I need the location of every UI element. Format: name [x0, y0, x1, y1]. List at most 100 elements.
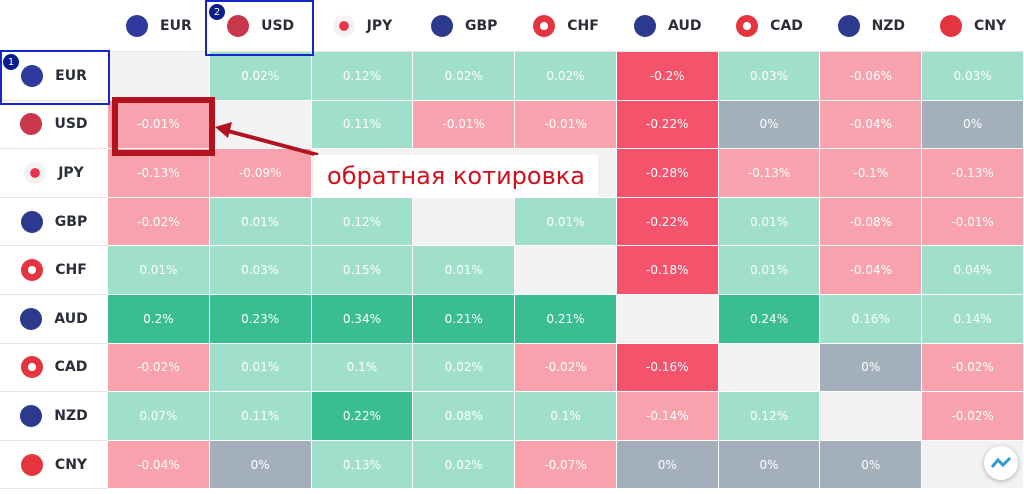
heatmap-cell: 0% [820, 343, 923, 393]
row-header: AUD [0, 295, 108, 344]
row-header: CAD [0, 344, 108, 393]
column-label: CAD [770, 17, 803, 34]
annotation-text: обратная котировка [314, 155, 598, 197]
heatmap-cell: -0.01% [108, 100, 210, 150]
flag-icon [20, 210, 43, 233]
heatmap-cell: 0.12% [311, 52, 414, 101]
row-header: JPY [0, 149, 108, 198]
flag-icon [21, 64, 44, 87]
heatmap-cell: -0.1% [820, 149, 923, 198]
column-label: USD [261, 17, 295, 34]
heatmap-cell: 0% [718, 100, 821, 150]
heatmap-cell: 0% [718, 440, 821, 490]
heatmap-cell: 0.12% [718, 392, 821, 441]
column-label: EUR [160, 17, 192, 34]
heatmap-cell: 0.01% [718, 246, 821, 295]
heatmap-cell: 0.07% [108, 392, 210, 441]
heatmap-cell: 0.08% [413, 392, 516, 441]
flag-icon [20, 113, 43, 136]
heatmap-cell: 0.01% [108, 246, 210, 295]
heatmap-cell: -0.18% [616, 246, 719, 295]
heatmap-cell: 0% [616, 440, 719, 490]
flag-icon [126, 14, 149, 37]
heatmap-cell: -0.22% [616, 100, 719, 150]
flag-icon [20, 404, 43, 427]
heatmap-cell: 0.1% [515, 392, 617, 441]
flag-icon [20, 453, 43, 476]
column-label: NZD [871, 17, 906, 34]
flag-icon [736, 14, 759, 37]
heatmap-cell: 0.13% [311, 440, 414, 490]
flag-icon [940, 14, 963, 37]
heatmap-cell: 0.02% [413, 440, 516, 490]
heatmap-cell: -0.04% [820, 100, 923, 150]
heatmap-cell: -0.16% [616, 343, 719, 393]
heatmap-cell: 0.03% [209, 246, 312, 295]
flag-icon [24, 161, 47, 184]
heatmap-cell: -0.13% [718, 149, 821, 198]
logo-button[interactable] [984, 446, 1018, 480]
flag-icon [332, 14, 355, 37]
heatmap-cell: 0.12% [311, 197, 414, 247]
flag-icon [430, 14, 453, 37]
heatmap-cell: 0.16% [820, 295, 923, 344]
row-label: NZD [54, 407, 88, 424]
column-header: CHF [515, 0, 617, 52]
heatmap-cell: 0.2% [108, 295, 210, 344]
heatmap-cell: -0.2% [616, 52, 719, 101]
heatmap-cell: 0% [922, 100, 1024, 150]
column-header: NZD [820, 0, 923, 52]
heatmap-cell: -0.01% [413, 100, 516, 150]
column-label: JPY [366, 17, 393, 34]
heatmap-cell: 0.21% [413, 295, 516, 344]
column-label: CHF [567, 17, 599, 34]
heatmap-cell [515, 246, 617, 295]
heatmap-cell [108, 52, 210, 101]
heatmap-cell [718, 343, 821, 393]
heatmap-cell [820, 392, 923, 441]
heatmap-cell: 0.01% [209, 343, 312, 393]
column-label: AUD [668, 17, 702, 34]
heatmap-cell: -0.07% [515, 440, 617, 490]
heatmap-cell: 0.02% [209, 52, 312, 101]
row-header: CNY [0, 441, 108, 490]
heatmap-cell: 0.21% [515, 295, 617, 344]
heatmap-cell: -0.06% [820, 52, 923, 101]
heatmap-cell: -0.09% [209, 149, 312, 198]
badge: 2 [209, 4, 225, 20]
highlight-box [205, 0, 314, 56]
logo-icon [990, 456, 1012, 468]
flag-icon [634, 14, 657, 37]
flag-icon [837, 14, 860, 37]
heatmap-cell: 0.02% [413, 52, 516, 101]
heatmap-cell: 0.03% [922, 52, 1024, 101]
column-header: JPY [311, 0, 414, 52]
row-label: USD [54, 116, 88, 133]
row-label: EUR [55, 67, 87, 84]
heatmap-cell: 0.24% [718, 295, 821, 344]
flag-icon [21, 259, 44, 282]
heatmap-cell: -0.08% [820, 197, 923, 247]
heatmap-cell: 0.01% [209, 197, 312, 247]
flag-icon [533, 14, 556, 37]
heatmap-cell [413, 197, 516, 247]
heatmap-cell: -0.04% [820, 246, 923, 295]
heatmap-cell: -0.02% [108, 197, 210, 247]
heatmap-cell: 0.23% [209, 295, 312, 344]
heatmap-cell: 0.34% [311, 295, 414, 344]
flag-icon [227, 14, 250, 37]
row-label: CHF [55, 262, 87, 279]
heatmap-cell: -0.02% [108, 343, 210, 393]
heatmap-cell: -0.02% [922, 343, 1024, 393]
row-header: NZD [0, 392, 108, 441]
row-header: CHF [0, 246, 108, 295]
flag-icon [20, 356, 43, 379]
row-header: GBP [0, 198, 108, 247]
heatmap-cell: 0.1% [311, 343, 414, 393]
column-header: CNY [922, 0, 1024, 52]
heatmap-cell: 0.02% [515, 52, 617, 101]
heatmap-cell: 0.22% [311, 392, 414, 441]
row-header: EUR [0, 52, 108, 101]
heatmap-cell: 0.04% [922, 246, 1024, 295]
